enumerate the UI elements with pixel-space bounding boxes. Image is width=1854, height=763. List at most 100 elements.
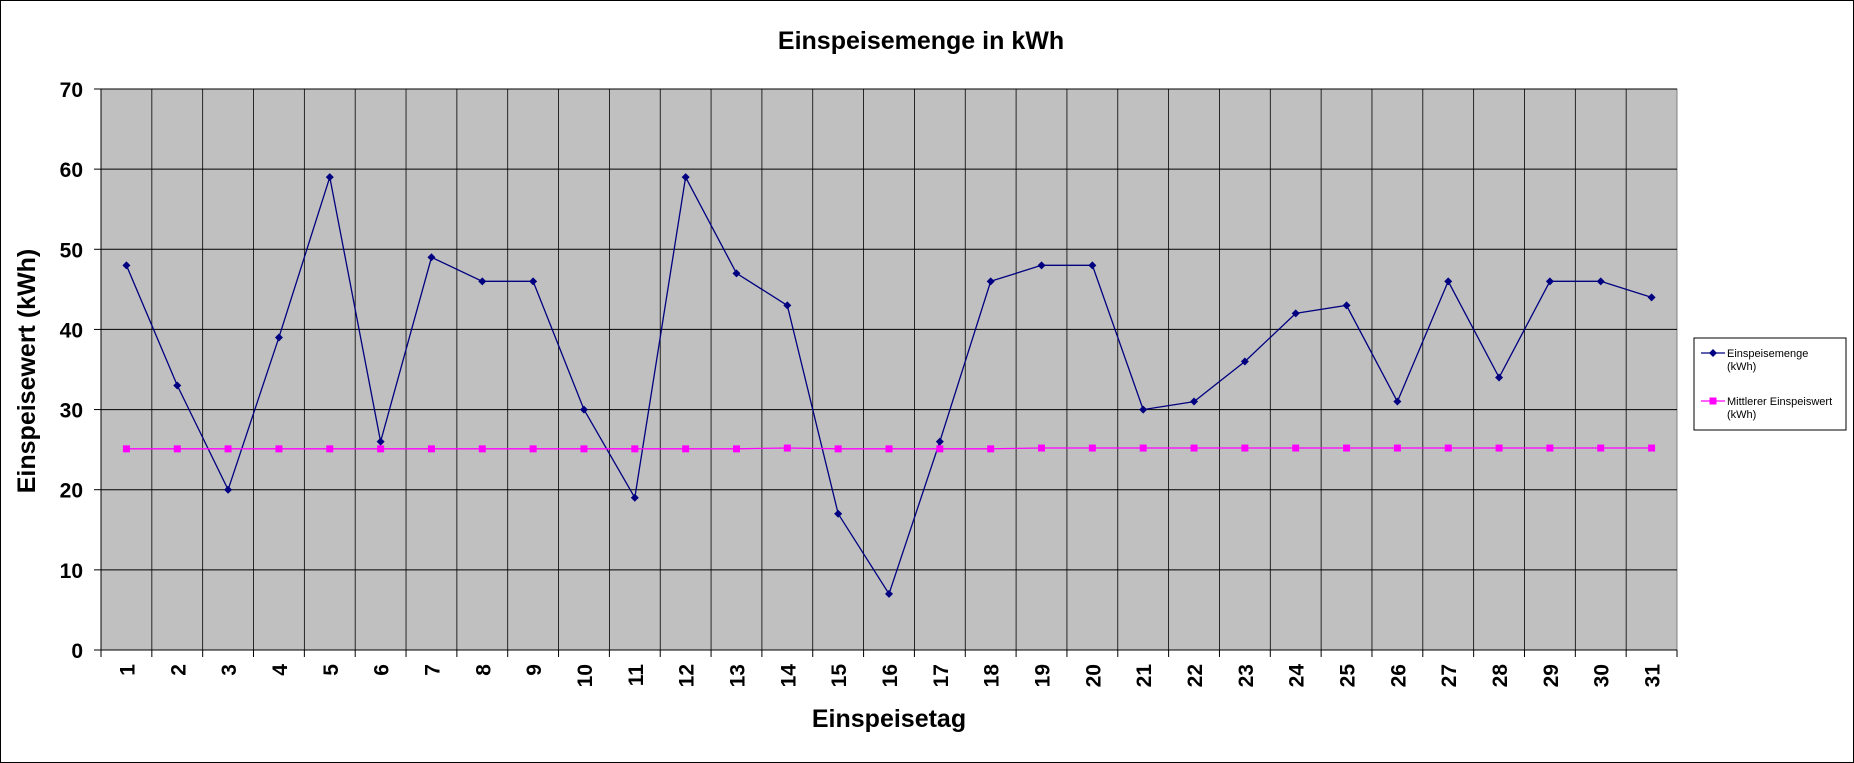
- data-point: [630, 493, 639, 502]
- x-tick-label: 4: [269, 664, 292, 676]
- data-point: [1088, 261, 1097, 270]
- data-point: [935, 437, 944, 446]
- data-point: [377, 445, 385, 453]
- data-point: [681, 173, 690, 182]
- data-point: [885, 589, 893, 598]
- data-point: [987, 445, 995, 453]
- data-point: [325, 173, 334, 182]
- series-2: [122, 444, 1656, 453]
- data-point: [1292, 444, 1300, 452]
- y-tick-label: 20: [60, 480, 83, 503]
- legend-label: Einspeisemenge: [1727, 348, 1808, 360]
- x-tick-label: 27: [1438, 664, 1461, 687]
- x-tick-label: 3: [218, 664, 241, 676]
- axes: [94, 88, 1678, 657]
- data-point: [274, 333, 283, 342]
- series-layer: [122, 173, 1656, 598]
- data-point: [1342, 301, 1351, 310]
- legend-label: Mittlerer Einspeiswert: [1727, 396, 1832, 408]
- data-point: [631, 445, 639, 453]
- data-point: [783, 444, 791, 452]
- data-point: [173, 381, 182, 390]
- data-point: [1139, 405, 1148, 414]
- data-point: [1241, 444, 1249, 452]
- x-tick-label: 23: [1235, 664, 1258, 687]
- x-tick-label: 5: [320, 664, 343, 676]
- data-point: [224, 485, 233, 494]
- data-point: [478, 445, 486, 453]
- data-point: [275, 445, 283, 453]
- x-tick-label: 14: [777, 664, 800, 688]
- data-point: [1597, 444, 1605, 452]
- x-tick-label: 28: [1489, 664, 1512, 688]
- data-point: [326, 445, 334, 453]
- data-point: [1393, 397, 1402, 406]
- data-point: [376, 437, 385, 446]
- legend-item: Mittlerer Einspeiswert(kWh): [1701, 396, 1832, 421]
- data-point: [1495, 444, 1503, 452]
- y-tick-label: 50: [60, 239, 83, 262]
- data-point: [1088, 444, 1096, 452]
- data-point: [732, 445, 740, 453]
- data-point: [224, 445, 232, 453]
- data-point: [1393, 444, 1401, 452]
- x-tick-label: 31: [1642, 664, 1665, 688]
- y-tick-label: 60: [60, 159, 83, 182]
- x-tick-label: 10: [574, 664, 597, 687]
- x-tick-label: 13: [726, 664, 749, 687]
- data-point: [1596, 277, 1605, 286]
- data-point: [834, 445, 842, 453]
- series-1: [122, 173, 1656, 598]
- plot-area: [100, 88, 1678, 651]
- data-point: [1648, 444, 1656, 452]
- data-point: [529, 277, 538, 286]
- x-tick-label: 15: [828, 664, 851, 688]
- x-tick-label: 26: [1387, 664, 1410, 687]
- data-point: [579, 405, 588, 414]
- y-tick-label: 30: [60, 400, 83, 423]
- data-point: [427, 253, 436, 262]
- legend-swatch-marker: [1709, 349, 1717, 357]
- y-axis-title: Einspeisewert (kWh): [13, 249, 41, 494]
- x-tick-label: 2: [167, 664, 190, 676]
- x-tick-label: 22: [1184, 664, 1207, 687]
- data-point: [885, 445, 893, 453]
- x-tick-label: 17: [930, 664, 953, 687]
- legend: Einspeisemenge(kWh)Mittlerer Einspeiswer…: [1693, 337, 1847, 431]
- data-point: [529, 445, 537, 453]
- y-tick-label: 40: [60, 319, 83, 342]
- data-point: [1038, 444, 1046, 452]
- x-tick-label: 19: [1032, 664, 1055, 687]
- data-point: [1495, 373, 1504, 382]
- x-tick-label: 20: [1082, 664, 1105, 687]
- x-tick-label: 29: [1540, 664, 1563, 687]
- x-tick-label: 11: [625, 664, 648, 687]
- x-tick-label: 21: [1133, 664, 1156, 688]
- data-point: [1546, 444, 1554, 452]
- data-point: [122, 445, 130, 453]
- data-point: [682, 445, 690, 453]
- x-tick-label: 16: [879, 664, 902, 687]
- data-point: [1343, 444, 1351, 452]
- data-point: [986, 277, 995, 286]
- chart-title: Einspeisemenge in kWh: [778, 27, 1064, 55]
- grid-lines: [101, 88, 1677, 650]
- legend-swatch-marker: [1709, 397, 1717, 405]
- x-tick-label: 9: [523, 664, 546, 676]
- data-point: [1240, 357, 1249, 366]
- data-point: [834, 509, 843, 518]
- x-tick-label: 8: [472, 664, 495, 676]
- data-point: [936, 445, 944, 453]
- x-tick-label: 6: [371, 664, 394, 676]
- data-point: [580, 445, 588, 453]
- data-point: [427, 445, 435, 453]
- x-tick-label: 7: [421, 664, 444, 676]
- data-point: [1545, 277, 1554, 286]
- data-point: [478, 277, 487, 286]
- data-point: [1291, 309, 1300, 318]
- x-tick-label: 18: [981, 664, 1004, 688]
- data-point: [1647, 293, 1656, 302]
